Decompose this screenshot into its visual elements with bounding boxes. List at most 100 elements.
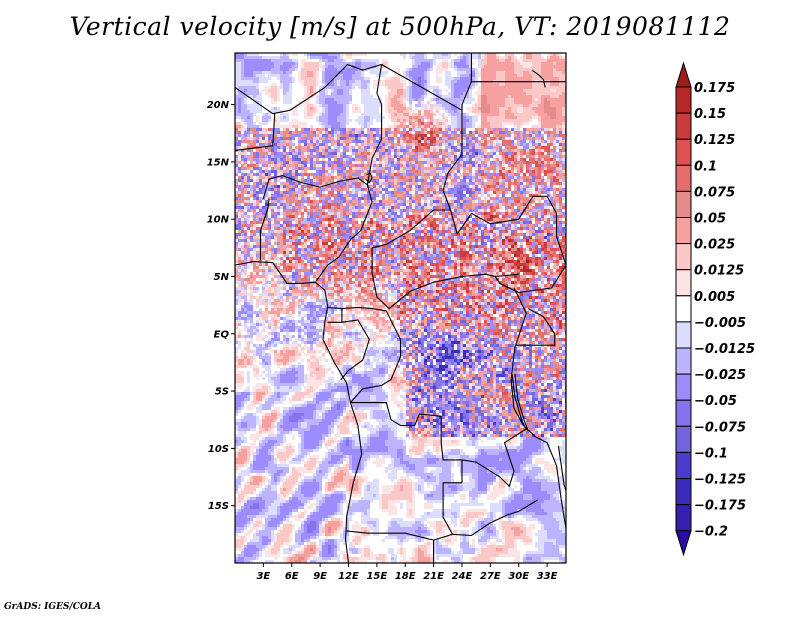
field-cell (457, 134, 460, 137)
field-cell (385, 182, 388, 185)
field-cell (400, 62, 403, 65)
field-cell (535, 155, 538, 158)
field-cell (355, 113, 358, 116)
field-cell (541, 101, 544, 104)
field-cell (373, 80, 376, 83)
field-cell (265, 131, 268, 134)
field-cell (277, 134, 280, 137)
field-cell (385, 152, 388, 155)
field-cell (295, 134, 298, 137)
field-cell (493, 134, 496, 137)
field-cell (400, 140, 403, 143)
field-cell (544, 119, 547, 122)
field-cell (319, 182, 322, 185)
field-cell (550, 62, 553, 65)
field-cell (463, 80, 466, 83)
field-cell (481, 56, 484, 59)
field-cell (562, 89, 565, 92)
field-cell (457, 65, 460, 68)
field-cell (334, 146, 337, 149)
field-cell (508, 158, 511, 161)
field-cell (439, 170, 442, 173)
field-cell (544, 113, 547, 116)
field-cell (484, 104, 487, 107)
field-cell (286, 107, 289, 110)
field-cell (418, 122, 421, 125)
field-cell (427, 140, 430, 143)
field-cell (508, 161, 511, 164)
field-cell (409, 161, 412, 164)
field-cell (241, 89, 244, 92)
field-cell (517, 53, 520, 56)
field-cell (412, 173, 415, 176)
field-cell (430, 68, 433, 71)
field-cell (550, 185, 553, 188)
field-cell (358, 149, 361, 152)
field-cell (343, 185, 346, 188)
field-cell (412, 53, 415, 56)
field-cell (559, 86, 562, 89)
field-cell (250, 53, 253, 56)
field-cell (322, 167, 325, 170)
field-cell (535, 173, 538, 176)
field-cell (490, 59, 493, 62)
field-cell (529, 182, 532, 185)
field-cell (301, 95, 304, 98)
field-cell (511, 179, 514, 182)
field-cell (496, 83, 499, 86)
field-cell (547, 101, 550, 104)
field-cell (457, 146, 460, 149)
field-cell (454, 176, 457, 179)
field-cell (256, 149, 259, 152)
field-cell (241, 53, 244, 56)
field-cell (511, 170, 514, 173)
field-cell (361, 170, 364, 173)
field-cell (364, 74, 367, 77)
field-cell (277, 56, 280, 59)
field-cell (262, 92, 265, 95)
field-cell (475, 179, 478, 182)
field-cell (538, 110, 541, 113)
field-cell (418, 167, 421, 170)
field-cell (469, 92, 472, 95)
field-cell (409, 119, 412, 122)
field-cell (247, 89, 250, 92)
field-cell (355, 80, 358, 83)
field-cell (346, 83, 349, 86)
field-cell (385, 68, 388, 71)
field-cell (532, 128, 535, 131)
field-cell (553, 122, 556, 125)
field-cell (289, 146, 292, 149)
field-cell (502, 185, 505, 188)
field-cell (361, 86, 364, 89)
field-cell (484, 128, 487, 131)
field-cell (442, 161, 445, 164)
field-cell (361, 77, 364, 80)
field-cell (256, 98, 259, 101)
field-cell (448, 113, 451, 116)
field-cell (292, 53, 295, 56)
field-cell (379, 56, 382, 59)
field-cell (415, 173, 418, 176)
field-cell (301, 146, 304, 149)
field-cell (256, 137, 259, 140)
field-cell (271, 131, 274, 134)
field-cell (355, 143, 358, 146)
field-cell (286, 89, 289, 92)
field-cell (517, 95, 520, 98)
field-cell (274, 56, 277, 59)
field-cell (235, 113, 238, 116)
field-cell (274, 68, 277, 71)
field-cell (445, 179, 448, 182)
field-cell (331, 95, 334, 98)
field-cell (469, 173, 472, 176)
field-cell (469, 152, 472, 155)
field-cell (427, 56, 430, 59)
field-cell (520, 149, 523, 152)
field-cell (481, 68, 484, 71)
field-cell (505, 86, 508, 89)
field-cell (250, 143, 253, 146)
field-cell (349, 164, 352, 167)
field-cell (463, 56, 466, 59)
field-cell (493, 182, 496, 185)
